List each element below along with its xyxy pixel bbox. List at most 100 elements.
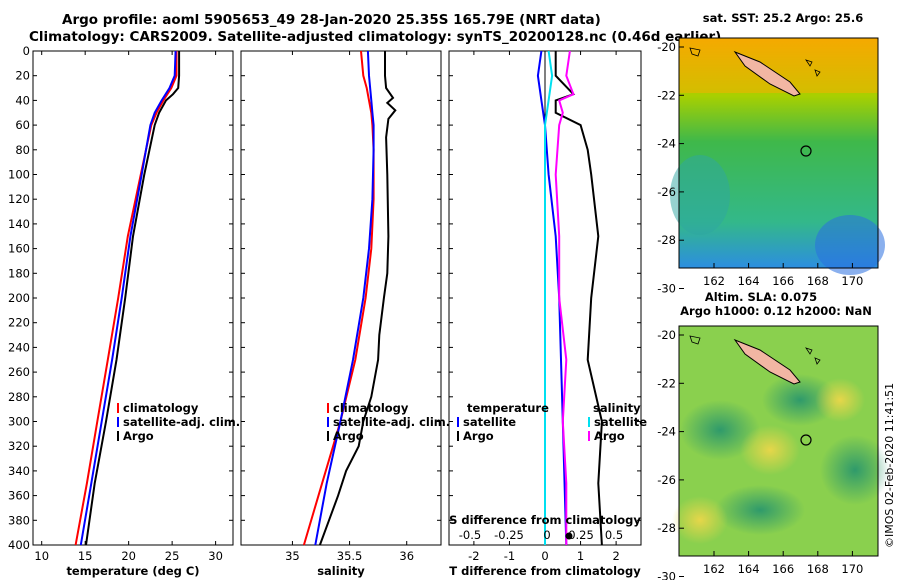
sla-map-title-1: Altim. SLA: 0.075: [705, 290, 817, 304]
y-tick-label: 200: [8, 291, 30, 305]
x-tick-label: -1: [504, 549, 515, 563]
argo-location-marker: [800, 145, 812, 157]
new-caledonia-island-2: [733, 338, 801, 385]
lat-tick-label: -30: [657, 282, 676, 296]
header-line-2: Climatology: CARS2009. Satellite-adjuste…: [29, 29, 722, 45]
sla-lon-ticks: 162 164 166 168 170: [703, 551, 863, 576]
legend-label: Argo: [594, 429, 625, 443]
y-tick-label: 300: [8, 415, 30, 429]
lon-tick-label: 168: [807, 274, 829, 288]
copyright-stamp: ©IMOS 02-Feb-2020 11:41:51: [883, 382, 896, 548]
secondary-axis-label: S difference from climatology: [449, 513, 641, 527]
x-tick-label: 30: [208, 549, 223, 563]
series-line: [79, 50, 177, 546]
secondary-tick-label: 0.5: [605, 528, 623, 542]
y-tick-label: 0: [23, 44, 30, 58]
lon-tick-label: 164: [738, 274, 760, 288]
y-tick-label: 260: [8, 365, 30, 379]
legend-label: satellite-adj. clim.: [123, 415, 240, 429]
argo-location-marker-2: [800, 434, 812, 446]
series-line: [536, 50, 568, 546]
y-tick-label: 80: [15, 143, 30, 157]
sst-lat-ticks: -20 -22 -24 -26 -28 -30: [657, 40, 684, 296]
sst-map-title: sat. SST: 25.2 Argo: 25.6: [703, 11, 863, 25]
lat-tick-label: -22: [657, 88, 676, 102]
legend-label: climatology: [123, 401, 199, 415]
x-tick-label: 10: [34, 549, 49, 563]
x-tick-label: 36: [399, 549, 414, 563]
y-tick-label: 40: [15, 93, 30, 107]
x-axis-label: temperature (deg C): [66, 564, 199, 578]
y-tick-label: 340: [8, 464, 30, 478]
legend-label: climatology: [333, 401, 409, 415]
x-tick-label: -2: [468, 549, 479, 563]
lon-tick-label: 170: [841, 274, 863, 288]
new-caledonia-island: [733, 50, 801, 97]
sla-map-title-2: Argo h1000: 0.12 h2000: NaN: [680, 304, 872, 318]
header-line-1: Argo profile: aoml 5905653_49 28-Jan-202…: [62, 12, 601, 28]
secondary-tick-label: 0: [543, 528, 550, 542]
x-tick-label: 25: [165, 549, 180, 563]
legend-label: satellite-adj. clim.: [333, 415, 450, 429]
lat-tick-label: -26: [657, 185, 676, 199]
sla-map: [672, 325, 890, 557]
y-tick-label: 360: [8, 489, 30, 503]
x-tick-label: 15: [78, 549, 93, 563]
lon-tick-label: 170: [841, 562, 863, 576]
legend-label: satellite: [594, 415, 647, 429]
x-axis-label: salinity: [317, 564, 365, 578]
series-line: [554, 50, 575, 545]
legend-label: Argo: [463, 429, 494, 443]
x-tick-label: 1: [577, 549, 584, 563]
x-tick-label: 20: [121, 549, 136, 563]
series-line: [544, 50, 554, 545]
lat-tick-label: -30: [657, 570, 676, 580]
secondary-tick-label: -0.5: [459, 528, 481, 542]
sst-map: [670, 37, 885, 275]
lon-tick-label: 168: [807, 562, 829, 576]
legend-label: satellite: [463, 415, 516, 429]
lat-tick-label: -26: [657, 473, 676, 487]
lon-tick-label: 162: [703, 562, 725, 576]
y-tick-label: 160: [8, 242, 30, 256]
lon-tick-label: 164: [738, 562, 760, 576]
y-tick-label: 140: [8, 217, 30, 231]
legend-label: temperature: [467, 401, 549, 415]
y-tick-label: 380: [8, 513, 30, 527]
y-tick-label: 220: [8, 316, 30, 330]
lat-tick-label: -20: [657, 328, 676, 342]
x-axis-label: T difference from climatology: [449, 564, 641, 578]
lat-tick-label: -24: [657, 425, 676, 439]
y-tick-label: 240: [8, 340, 30, 354]
y-tick-label: 320: [8, 439, 30, 453]
x-tick-label: 2: [612, 549, 619, 563]
sla-lat-ticks: -20 -22 -24 -26 -28 -30: [657, 328, 684, 580]
panel-2: 35 35.5 36 salinity climatologysatellite-adj…: [240, 50, 450, 578]
series-line: [85, 51, 181, 546]
legend-label: Argo: [333, 429, 364, 443]
lat-tick-label: -28: [657, 521, 676, 535]
x-tick-label: 0: [541, 549, 548, 563]
profile-panels: 0204060801001201401601802002202402602803…: [8, 44, 647, 578]
series-line: [318, 51, 397, 546]
y-tick-label: 400: [8, 538, 30, 552]
secondary-tick-label: 0.25: [568, 528, 594, 542]
series-line: [314, 50, 375, 546]
lon-tick-label: 166: [772, 274, 794, 288]
secondary-zero-marker: [565, 532, 573, 540]
panel-3: -2 -1 0 1 2T difference from climatology temp…: [448, 50, 647, 578]
y-tick-label: 280: [8, 390, 30, 404]
sst-lon-ticks: 162 164 166 168 170: [703, 263, 863, 288]
x-tick-label: 35: [285, 549, 300, 563]
lon-tick-label: 162: [703, 274, 725, 288]
lat-tick-label: -22: [657, 376, 676, 390]
legend-label: Argo: [123, 429, 154, 443]
panel-frame: [32, 50, 234, 546]
panel-frame: [240, 50, 442, 546]
y-tick-label: 20: [15, 69, 30, 83]
y-tick-label: 60: [15, 118, 30, 132]
secondary-tick-label: -0.25: [494, 528, 524, 542]
lat-tick-label: -20: [657, 40, 676, 54]
lon-tick-label: 166: [772, 562, 794, 576]
